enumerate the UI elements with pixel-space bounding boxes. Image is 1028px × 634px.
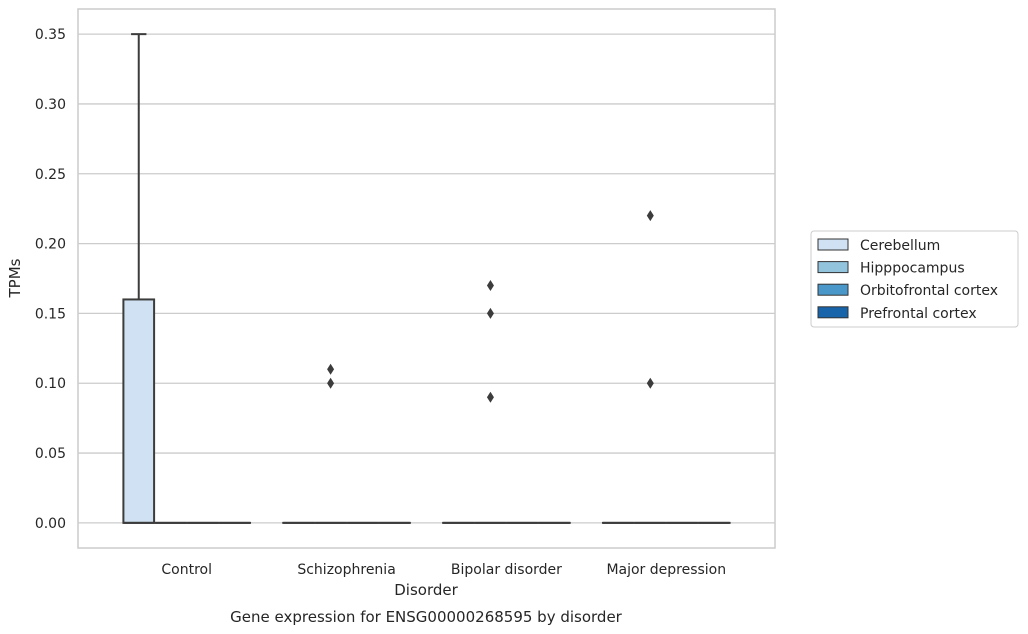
x-axis-title: Disorder bbox=[394, 581, 458, 599]
x-tick-label: Major depression bbox=[606, 562, 726, 578]
chart-caption: Gene expression for ENSG00000268595 by d… bbox=[230, 608, 623, 626]
outlier-marks bbox=[327, 210, 654, 403]
outlier-point bbox=[646, 377, 654, 389]
legend-label: Prefrontal cortex bbox=[860, 306, 977, 322]
y-tick-labels: 0.00 0.05 0.10 0.15 0.20 0.25 0.30 0.35 bbox=[35, 27, 66, 532]
y-grid bbox=[78, 33, 775, 524]
outlier-point bbox=[486, 391, 494, 403]
legend-swatch bbox=[817, 261, 849, 274]
legend-swatch bbox=[817, 306, 849, 319]
plot-frame bbox=[77, 8, 776, 549]
legend-label: Hipppocampus bbox=[860, 261, 965, 277]
y-axis-title: TPMs bbox=[6, 258, 24, 298]
box-marks bbox=[122, 33, 731, 524]
y-tick-label: 0.00 bbox=[35, 516, 66, 532]
x-tick-label: Schizophrenia bbox=[297, 562, 395, 578]
y-tick-label: 0.05 bbox=[35, 446, 66, 462]
outlier-point bbox=[327, 377, 335, 389]
outlier-point bbox=[486, 307, 494, 319]
outlier-point bbox=[486, 279, 494, 291]
box-0-0 bbox=[122, 33, 156, 524]
legend-swatch bbox=[817, 238, 849, 251]
x-tick-label: Bipolar disorder bbox=[451, 562, 562, 578]
x-tick-labels: Control Schizophrenia Bipolar disorder Majo… bbox=[161, 562, 726, 578]
y-tick-label: 0.35 bbox=[35, 27, 66, 43]
y-tick-label: 0.25 bbox=[35, 167, 66, 183]
legend-frame bbox=[810, 230, 1019, 328]
x-tick-label: Control bbox=[161, 562, 212, 578]
outlier-point bbox=[327, 363, 335, 375]
outlier-point bbox=[646, 210, 654, 222]
legend-label: Cerebellum bbox=[860, 238, 940, 254]
y-tick-label: 0.30 bbox=[35, 97, 66, 113]
y-tick-label: 0.10 bbox=[35, 376, 66, 392]
legend-label: Orbitofrontal cortex bbox=[860, 283, 998, 299]
y-tick-label: 0.15 bbox=[35, 306, 66, 322]
y-tick-label: 0.20 bbox=[35, 237, 66, 253]
box-body bbox=[122, 298, 156, 524]
legend: Cerebellum Hipppocampus Orbitofrontal cort… bbox=[810, 230, 1019, 328]
legend-swatch bbox=[817, 283, 849, 296]
